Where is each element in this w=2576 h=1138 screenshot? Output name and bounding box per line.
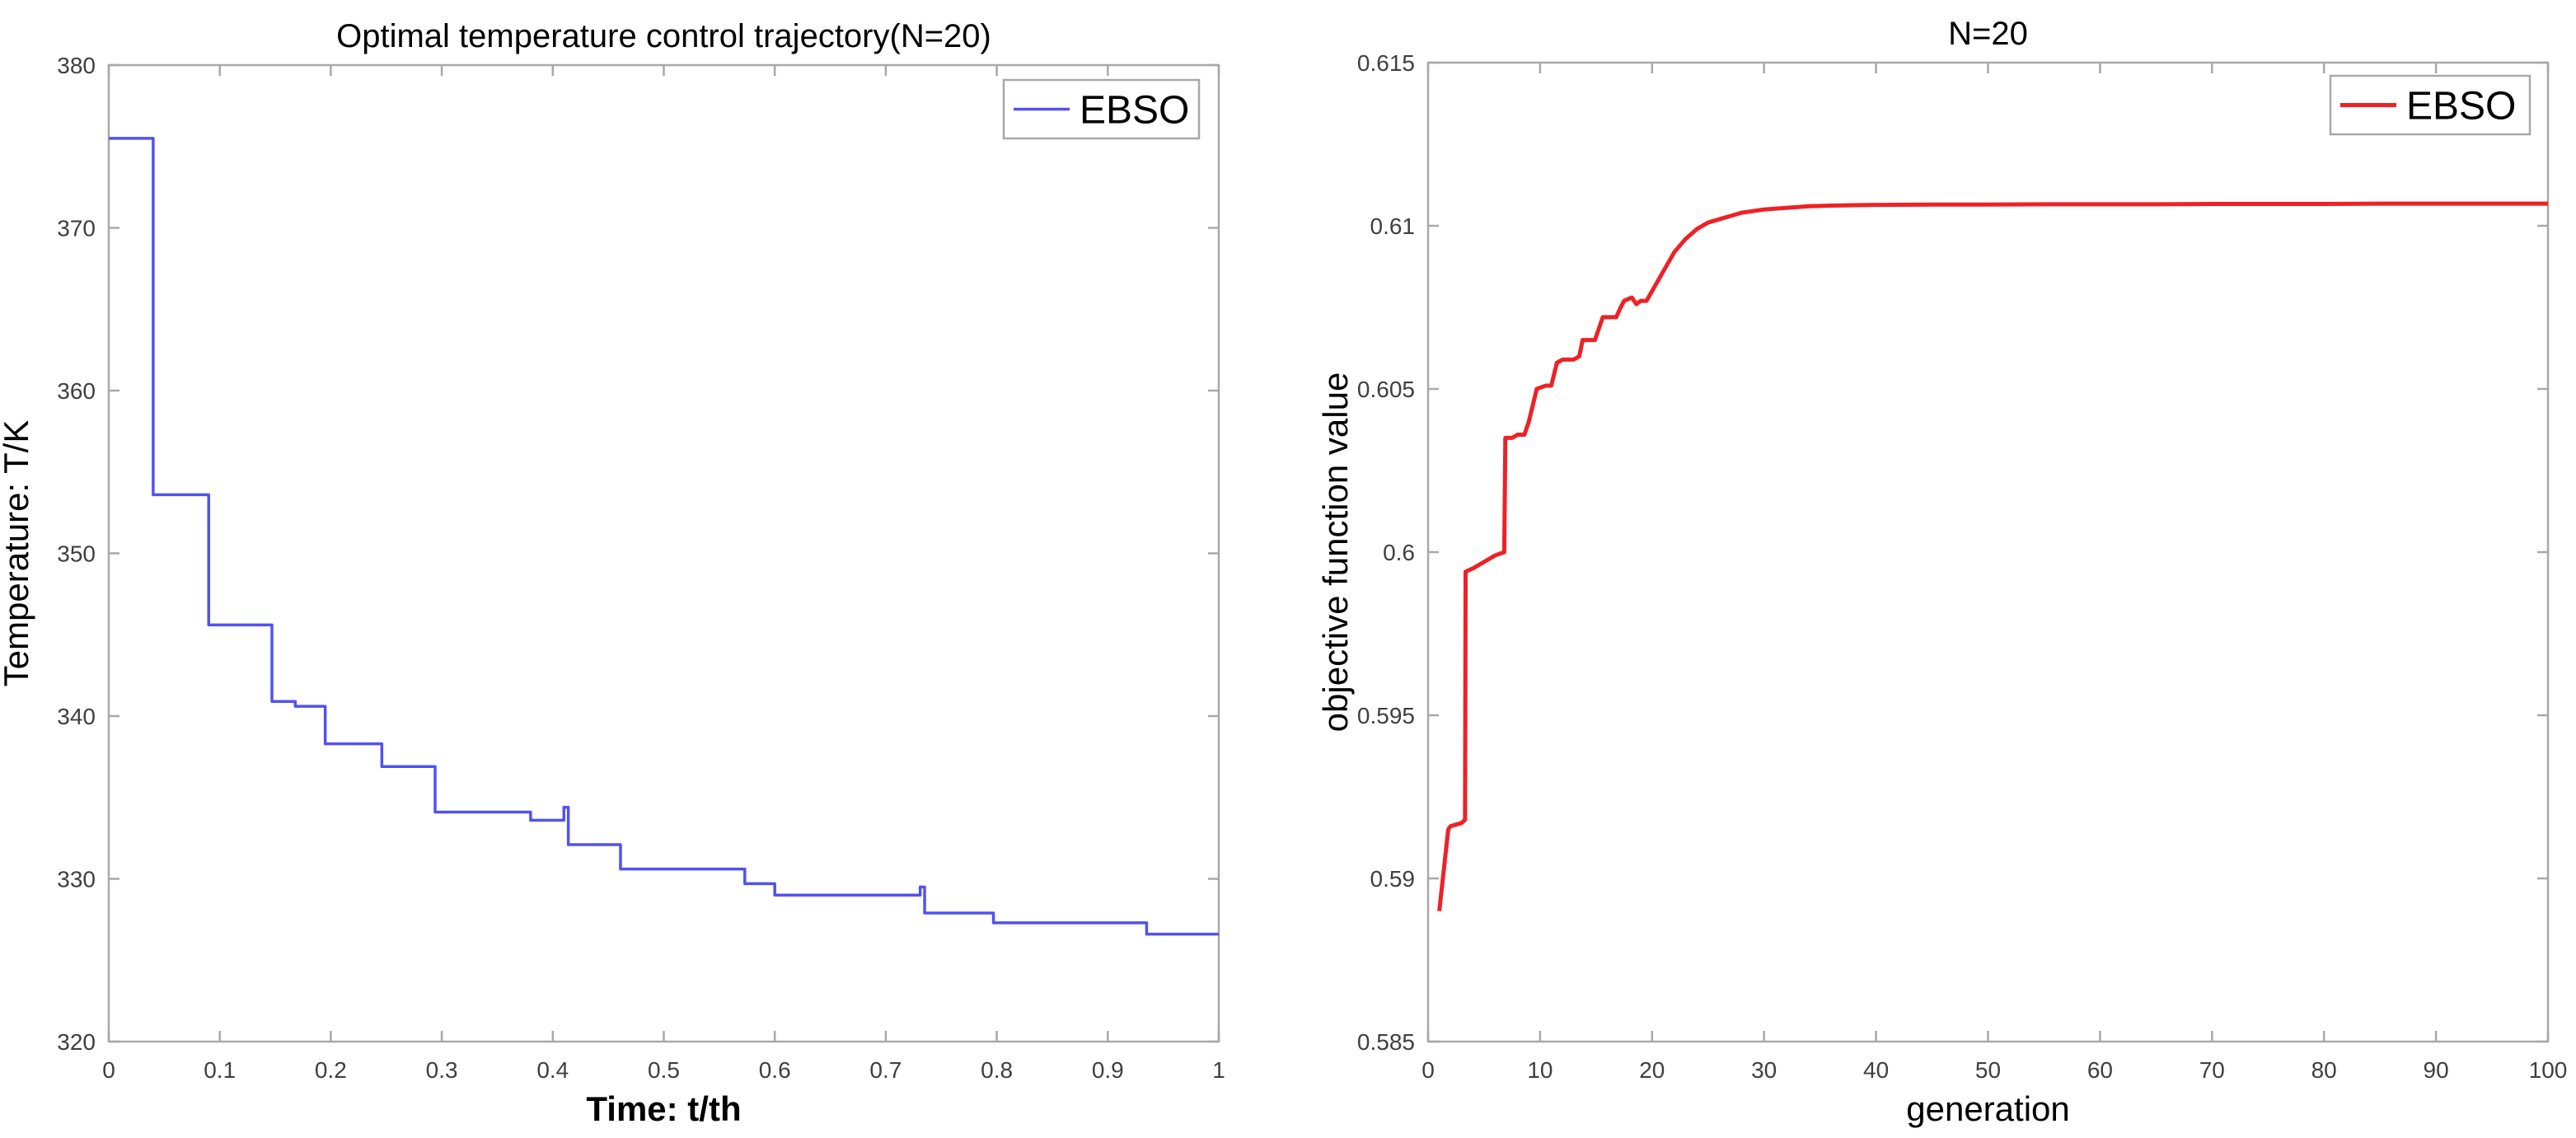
convergence-xlabel: generation xyxy=(1906,1089,2070,1128)
convergence-y-tick-label: 0.615 xyxy=(1357,50,1415,76)
temperature-trajectory-y-tick-label: 330 xyxy=(57,867,96,892)
convergence-legend: EBSO xyxy=(2329,74,2532,136)
temperature-trajectory-x-tick-label: 0.5 xyxy=(648,1057,680,1083)
temperature-trajectory-y-tick-label: 350 xyxy=(57,541,96,567)
convergence-axis-box xyxy=(1426,61,2550,1043)
convergence-x-tick-label: 50 xyxy=(1975,1057,2001,1083)
convergence-x-tick-label: 100 xyxy=(2529,1057,2568,1083)
convergence-x-tick-label: 80 xyxy=(2311,1057,2337,1083)
convergence-y-tick-label: 0.585 xyxy=(1357,1029,1415,1055)
convergence-title: N=20 xyxy=(1948,16,2028,52)
temperature-trajectory-x-tick-label: 0.1 xyxy=(204,1057,236,1083)
temperature-trajectory-xlabel: Time: t/th xyxy=(586,1089,741,1128)
temperature-trajectory-title: Optimal temperature control trajectory(N… xyxy=(336,18,991,54)
temperature-trajectory-x-tick-label: 0.9 xyxy=(1092,1057,1124,1083)
temperature-trajectory-y-tick-label: 380 xyxy=(57,53,96,78)
temperature-trajectory-ylabel: Temperature: T/K xyxy=(0,420,35,687)
convergence-y-tick-label: 0.59 xyxy=(1370,866,1416,892)
temperature-trajectory-x-tick-label: 0.2 xyxy=(315,1057,347,1083)
convergence-x-tick-label: 30 xyxy=(1751,1057,1777,1083)
temperature-trajectory-x-tick-label: 0.6 xyxy=(759,1057,791,1083)
chart-temperature-trajectory: 0 0.1 0.2 0.3 0.4 0.5 0.6 0.7 0.8 0.9 1 320 330 340 35… xyxy=(0,18,1225,1128)
convergence-legend-label: EBSO xyxy=(2406,85,2516,129)
temperature-trajectory-y-tick-label: 370 xyxy=(57,216,96,241)
temperature-trajectory-x-tick-label: 1 xyxy=(1212,1057,1225,1083)
convergence-y-tick-label: 0.595 xyxy=(1357,703,1415,728)
temperature-trajectory-series-ebso xyxy=(109,137,1219,936)
temperature-trajectory-x-tick-label: 0.3 xyxy=(426,1057,458,1083)
convergence-y-tick-label: 0.6 xyxy=(1383,540,1415,565)
temperature-trajectory-axis-box xyxy=(107,63,1220,1043)
convergence-x-tick-label: 10 xyxy=(1527,1057,1553,1083)
temperature-trajectory-legend-label: EBSO xyxy=(1080,89,1189,133)
convergence-x-tick-label: 20 xyxy=(1639,1057,1665,1083)
temperature-trajectory-x-tick-label: 0 xyxy=(102,1057,115,1083)
convergence-x-tick-label: 40 xyxy=(1863,1057,1889,1083)
temperature-trajectory-x-tick-label: 0.4 xyxy=(536,1057,569,1083)
temperature-trajectory-x-tick-label: 0.7 xyxy=(869,1057,902,1083)
temperature-trajectory-x-tick-label: 0.8 xyxy=(981,1057,1013,1083)
convergence-series-ebso xyxy=(1437,201,2548,911)
temperature-trajectory-y-tick-label: 320 xyxy=(57,1029,96,1055)
convergence-x-tick-label: 60 xyxy=(2087,1057,2113,1083)
temperature-trajectory-y-tick-label: 340 xyxy=(57,704,96,729)
convergence-y-tick-label: 0.61 xyxy=(1370,213,1416,239)
chart-convergence: 0 10 20 30 40 50 60 70 80 90 1000.5850.590.5950.60… xyxy=(1316,16,2567,1128)
convergence-x-tick-label: 0 xyxy=(1421,1057,1435,1083)
temperature-trajectory-legend: EBSO xyxy=(1002,78,1201,140)
temperature-trajectory-y-tick-label: 360 xyxy=(57,378,96,404)
convergence-y-tick-label: 0.605 xyxy=(1357,377,1415,402)
convergence-x-tick-label: 90 xyxy=(2424,1057,2449,1083)
convergence-x-tick-label: 70 xyxy=(2199,1057,2225,1083)
convergence-ylabel: objective function value xyxy=(1316,372,1355,733)
